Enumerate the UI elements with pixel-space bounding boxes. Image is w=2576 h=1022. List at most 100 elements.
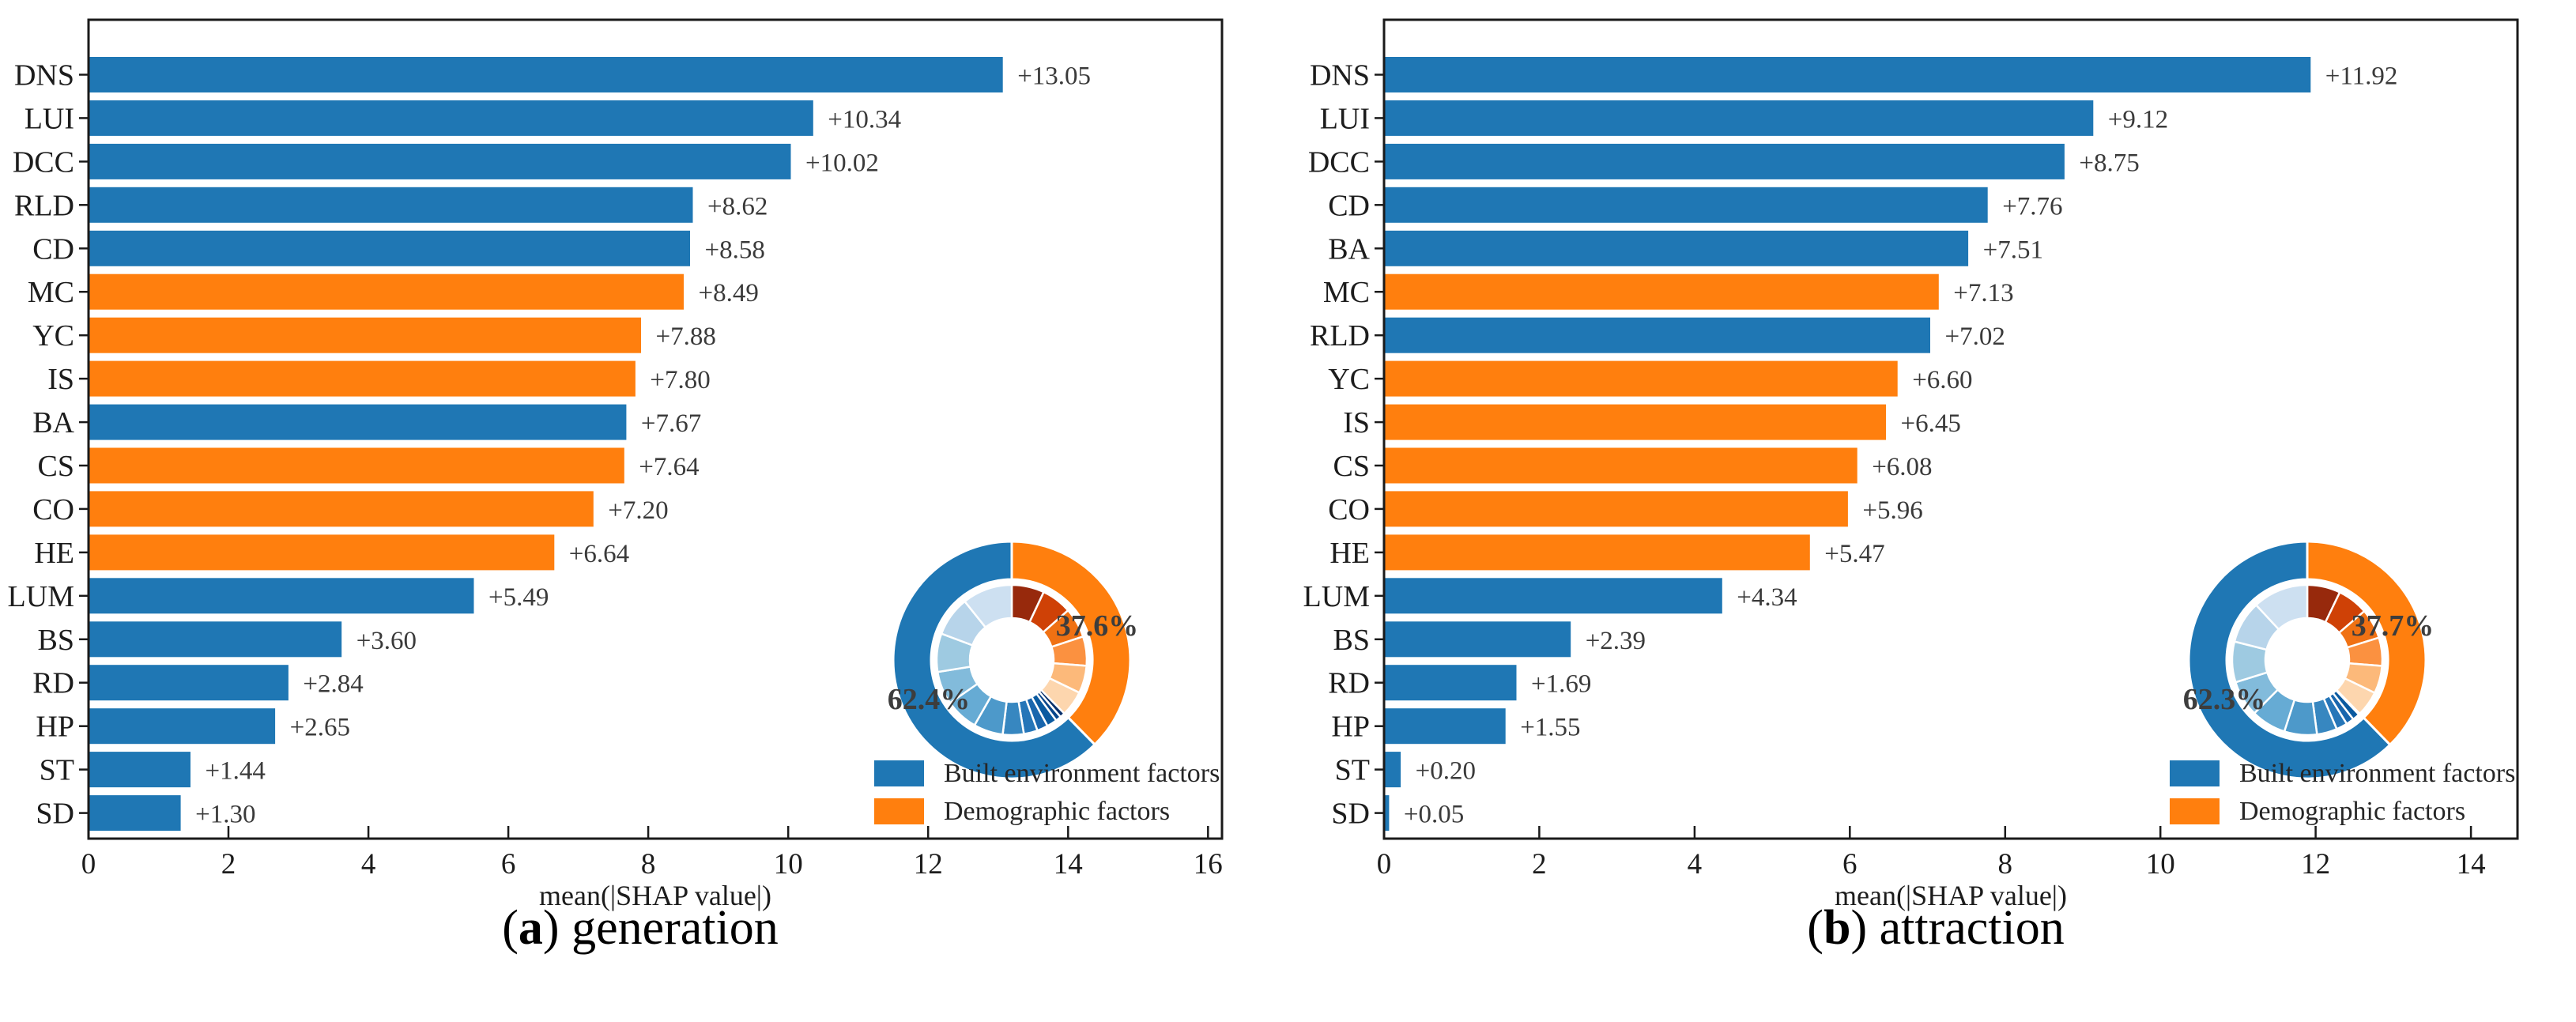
legend: Built environment factors Demographic fac…	[874, 759, 1220, 826]
bar-value-label: +13.05	[1017, 62, 1091, 91]
donut-inset: 62.4% 37.6%	[888, 540, 1139, 780]
bar-SD	[1385, 795, 1390, 832]
bar-value-label: +0.05	[1404, 801, 1464, 829]
bar-BA	[89, 404, 627, 440]
category-label: DCC	[1308, 145, 1370, 179]
x-tick-label: 0	[81, 848, 96, 881]
category-label: MC	[28, 276, 74, 309]
bar-CD	[89, 230, 690, 266]
bar-value-label: +10.02	[805, 149, 879, 177]
bar-value-label: +5.96	[1862, 496, 1922, 525]
caption-open-paren: (	[502, 901, 519, 955]
caption-open-paren: (	[1807, 901, 1824, 955]
bar-LUM	[1385, 578, 1722, 614]
caption-letter-b: b	[1823, 901, 1851, 955]
demographic-pct-label: 37.7%	[2352, 609, 2435, 643]
category-label: LUI	[1320, 102, 1370, 135]
bar-MC	[89, 273, 684, 310]
demographic-pct-label: 37.6%	[1056, 609, 1139, 643]
bars-layer: +11.92 DNS +9.12 LUI +8.75 DCC +7.76 CD +7.51 BA +…	[1303, 57, 2397, 832]
bar-value-label: +8.75	[2079, 149, 2139, 177]
legend-label: Built environment factors	[944, 759, 1220, 788]
bar-value-label: +7.51	[1983, 236, 2043, 264]
built-pct-label: 62.3%	[2183, 683, 2266, 716]
bar-value-label: +3.60	[356, 627, 417, 655]
legend-label: Built environment factors	[2239, 759, 2515, 788]
category-label: DNS	[1310, 59, 1370, 92]
category-label: LUI	[25, 102, 74, 135]
bar-DCC	[89, 143, 791, 179]
category-label: LUM	[1303, 580, 1370, 613]
bar-value-label: +8.58	[705, 236, 765, 264]
donut-built-arc	[892, 540, 1097, 780]
category-label: BS	[1333, 624, 1370, 657]
bar-value-label: +7.64	[639, 453, 699, 481]
bar-DCC	[1385, 143, 2065, 179]
caption-attraction: (b) attraction	[1296, 900, 2576, 956]
bar-value-label: +7.13	[1953, 279, 2013, 307]
bar-CD	[1385, 187, 1988, 223]
panel-generation: +13.05 DNS +10.34 LUI +10.02 DCC +8.62 RLD +8.58…	[0, 0, 1280, 956]
bar-DNS	[89, 57, 1003, 92]
legend: Built environment factors Demographic fac…	[2170, 759, 2515, 826]
category-label: BA	[1328, 232, 1370, 266]
bar-YC	[1385, 360, 1898, 397]
bar-chart-generation: +13.05 DNS +10.34 LUI +10.02 DCC +8.62 RLD +8.58…	[8, 18, 1224, 911]
category-label: RD	[32, 667, 74, 700]
category-label: CS	[38, 450, 74, 483]
bar-CO	[1385, 491, 1848, 527]
x-tick-label: 2	[221, 848, 236, 881]
bar-HP	[1385, 708, 1506, 745]
bar-RLD	[89, 187, 693, 223]
bar-HE	[1385, 534, 1810, 571]
plot-frame	[87, 18, 1224, 840]
bar-value-label: +5.47	[1824, 540, 1884, 568]
category-label: YC	[1328, 363, 1370, 396]
category-label: HE	[34, 537, 74, 570]
category-label: CD	[1328, 189, 1370, 222]
category-label: HP	[36, 711, 74, 744]
category-label: CO	[1328, 493, 1370, 526]
x-tick-label: 8	[1998, 848, 2013, 881]
category-label: SD	[36, 798, 74, 831]
bar-CS	[1385, 447, 1858, 484]
category-label: RD	[1328, 667, 1370, 700]
bar-BS	[89, 621, 342, 658]
category-label: CS	[1333, 450, 1370, 483]
bar-value-label: +6.08	[1872, 453, 1932, 481]
donut-inner-segment	[963, 583, 1013, 629]
bar-LUI	[89, 100, 813, 136]
bar-SD	[89, 795, 181, 832]
bar-value-label: +10.34	[828, 105, 901, 134]
x-tick-label: 12	[2301, 848, 2330, 881]
bar-RLD	[1385, 317, 1930, 353]
bar-value-label: +1.55	[1520, 714, 1580, 742]
category-label: BS	[38, 624, 74, 657]
bar-DNS	[1385, 57, 2311, 92]
bar-value-label: +4.34	[1737, 583, 1797, 612]
bar-value-label: +1.30	[195, 801, 255, 829]
bar-value-label: +7.80	[650, 366, 710, 394]
x-tick-label: 10	[2146, 848, 2175, 881]
category-label: RLD	[14, 189, 74, 222]
x-tick-label: 12	[914, 848, 943, 881]
x-tick-label: 4	[361, 848, 376, 881]
category-label: MC	[1323, 276, 1370, 309]
bar-HE	[89, 534, 555, 571]
donut-demographic-arc	[1010, 540, 1132, 747]
x-tick-label: 16	[1194, 848, 1223, 881]
category-label: LUM	[8, 580, 74, 613]
bar-RD	[1385, 665, 1517, 701]
bar-chart-attraction: +11.92 DNS +9.12 LUI +8.75 DCC +7.76 CD +7.51 BA +…	[1303, 18, 2519, 911]
bar-IS	[1385, 404, 1886, 440]
bar-value-label: +0.20	[1416, 757, 1476, 786]
category-label: DNS	[14, 59, 74, 92]
category-label: BA	[32, 406, 74, 439]
legend-label: Demographic factors	[944, 797, 1170, 826]
bar-value-label: +5.49	[488, 583, 549, 612]
donut-inner-segment	[2254, 583, 2309, 631]
category-label: HE	[1329, 537, 1370, 570]
bar-value-label: +1.69	[1531, 670, 1591, 699]
caption-text-generation: ) generation	[542, 901, 779, 955]
x-axis-title: mean(|SHAP value|)	[539, 880, 771, 911]
